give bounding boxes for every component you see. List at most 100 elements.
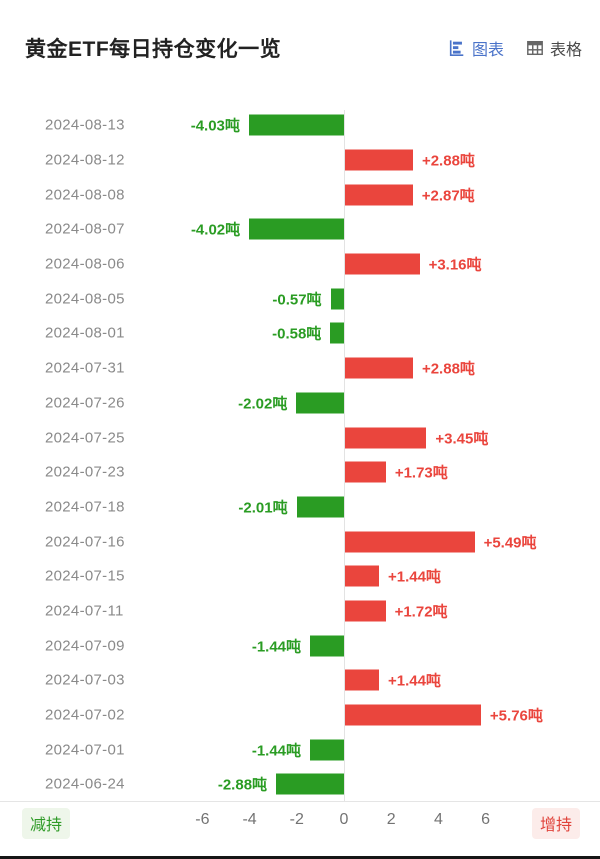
date-label: 2024-07-31: [45, 359, 125, 377]
x-axis-tick: -4: [242, 811, 257, 828]
bar-negative: [310, 635, 344, 657]
date-label: 2024-08-07: [45, 220, 125, 238]
chart-row: 2024-08-06 +3.16吨: [0, 247, 600, 282]
date-label: 2024-07-26: [45, 394, 125, 412]
bar-positive: [345, 184, 413, 206]
page-title: 黄金ETF每日持仓变化一览: [25, 38, 282, 61]
date-label: 2024-08-06: [45, 255, 125, 273]
bar-chart: 2024-08-13 -4.03吨 2024-08-12 +2.88吨 2024-08-…: [0, 108, 600, 802]
date-label: 2024-06-24: [45, 775, 125, 793]
bar-negative: [296, 496, 344, 518]
bar-negative: [248, 114, 344, 136]
chart-row: 2024-07-11 +1.72吨: [0, 594, 600, 629]
table-view-label: 表格: [549, 42, 582, 59]
x-axis-tick: -2: [289, 811, 304, 828]
table-icon: [526, 39, 544, 57]
chart-row: 2024-07-31 +2.88吨: [0, 351, 600, 386]
chart-row: 2024-07-09 -1.44吨: [0, 628, 600, 663]
value-label: -0.58吨: [272, 325, 322, 343]
chart-row: 2024-08-07 -4.02吨: [0, 212, 600, 247]
chart-view-button[interactable]: 图表: [448, 36, 504, 60]
bar-negative: [276, 773, 344, 795]
chart-row: 2024-07-18 -2.01吨: [0, 490, 600, 525]
chart-row: 2024-07-26 -2.02吨: [0, 386, 600, 421]
decrease-legend-badge: 减持: [22, 808, 71, 839]
chart-view-label: 图表: [471, 42, 504, 59]
value-label: +1.44吨: [387, 672, 441, 690]
chart-row: 2024-08-12 +2.88吨: [0, 143, 600, 178]
x-axis: 减持 -6 -4 -2 0 2 4 6 增持: [0, 802, 600, 844]
x-axis-tick: 2: [386, 811, 396, 828]
bar-negative: [249, 218, 344, 240]
chart-row: 2024-08-01 -0.58吨: [0, 316, 600, 351]
value-label: -1.44吨: [251, 742, 302, 760]
chart-row: 2024-07-03 +1.44吨: [0, 663, 600, 698]
date-label: 2024-07-23: [45, 463, 125, 481]
table-view-button[interactable]: 表格: [526, 36, 582, 60]
date-label: 2024-08-08: [45, 186, 125, 204]
bar-positive: [345, 669, 379, 691]
bar-positive: [345, 704, 481, 726]
bar-chart-icon: [448, 39, 466, 57]
bar-positive: [345, 461, 386, 483]
x-axis-tick: 0: [339, 811, 349, 828]
date-label: 2024-07-25: [45, 429, 125, 447]
zero-axis-line: [344, 110, 345, 801]
date-label: 2024-07-11: [45, 602, 124, 620]
value-label: -4.03吨: [190, 117, 240, 135]
bar-negative: [330, 322, 344, 344]
x-axis-tick: 4: [433, 811, 443, 828]
bar-negative: [310, 739, 344, 761]
increase-legend-badge: 增持: [531, 808, 580, 839]
chart-row: 2024-07-01 -1.44吨: [0, 732, 600, 767]
chart-row: 2024-08-13 -4.03吨: [0, 108, 600, 143]
value-label: -2.02吨: [238, 395, 288, 413]
chart-row: 2024-07-23 +1.73吨: [0, 455, 600, 490]
bar-positive: [345, 427, 427, 449]
header: 黄金ETF每日持仓变化一览 图表: [25, 30, 582, 66]
date-label: 2024-08-12: [45, 151, 125, 169]
date-label: 2024-07-02: [45, 706, 125, 724]
value-label: +3.45吨: [435, 430, 489, 448]
bar-positive: [345, 531, 475, 553]
bar-positive: [345, 357, 413, 379]
x-axis-tick: 6: [481, 811, 491, 828]
value-label: +2.88吨: [421, 360, 475, 378]
value-label: +3.16吨: [428, 256, 482, 274]
bar-positive: [345, 565, 379, 587]
value-label: +1.44吨: [387, 568, 441, 586]
value-label: +2.88吨: [421, 152, 475, 170]
value-label: +5.49吨: [483, 534, 537, 552]
chart-row: 2024-07-25 +3.45吨: [0, 420, 600, 455]
chart-row: 2024-07-02 +5.76吨: [0, 698, 600, 733]
chart-row: 2024-07-16 +5.49吨: [0, 524, 600, 559]
bar-positive: [345, 149, 413, 171]
value-label: -0.57吨: [272, 291, 322, 309]
value-label: +2.87吨: [421, 187, 475, 205]
value-label: -1.44吨: [251, 638, 302, 656]
bar-negative: [330, 288, 344, 310]
date-label: 2024-08-05: [45, 290, 125, 308]
chart-row: 2024-07-15 +1.44吨: [0, 559, 600, 594]
value-label: +1.73吨: [394, 464, 448, 482]
date-label: 2024-07-03: [45, 671, 125, 689]
date-label: 2024-07-18: [45, 498, 125, 516]
bar-positive: [345, 600, 386, 622]
chart-row: 2024-08-05 -0.57吨: [0, 281, 600, 316]
value-label: -4.02吨: [190, 221, 241, 239]
x-axis-tick: -6: [195, 811, 210, 828]
view-toggle: 图表 表格: [448, 36, 582, 60]
bar-positive: [345, 253, 420, 275]
date-label: 2024-08-01: [45, 324, 125, 342]
value-label: +5.76吨: [489, 707, 543, 725]
date-label: 2024-08-13: [45, 116, 125, 134]
value-label: +1.72吨: [394, 603, 448, 621]
chart-row: 2024-06-24 -2.88吨: [0, 767, 600, 802]
bottom-edge-line: [0, 856, 600, 859]
value-label: -2.01吨: [238, 499, 288, 517]
date-label: 2024-07-09: [45, 637, 125, 655]
value-label: -2.88吨: [217, 776, 268, 794]
date-label: 2024-07-15: [45, 567, 125, 585]
bar-negative: [296, 392, 344, 414]
